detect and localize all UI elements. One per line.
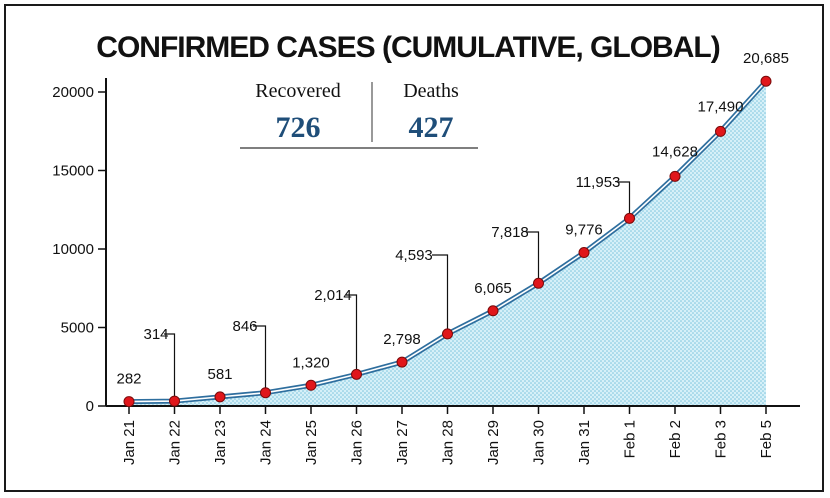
x-tick-label: Jan 31 bbox=[576, 420, 593, 465]
data-label: 2,014 bbox=[314, 287, 352, 304]
data-label: 1,320 bbox=[292, 354, 330, 371]
x-tick-label: Jan 29 bbox=[485, 420, 502, 465]
data-point bbox=[214, 391, 226, 403]
data-label: 14,628 bbox=[652, 143, 698, 160]
data-label: 17,490 bbox=[698, 98, 744, 115]
x-tick-label: Jan 26 bbox=[349, 420, 366, 465]
label-layer: 282 314 581 846 1,320 2,014 2,798 4,593 6,065 7,8… bbox=[116, 50, 788, 387]
x-tick-label: Jan 28 bbox=[440, 420, 457, 465]
x-tick-label: Feb 2 bbox=[667, 420, 684, 458]
data-point bbox=[260, 387, 271, 399]
leader-line bbox=[253, 325, 267, 393]
data-point bbox=[487, 305, 499, 317]
data-label: 314 bbox=[143, 326, 168, 343]
leader-line bbox=[164, 333, 176, 402]
data-point bbox=[351, 368, 362, 380]
y-tick-label: 5000 bbox=[61, 320, 94, 337]
recovered-label: Recovered bbox=[255, 80, 341, 102]
y-tick-label: 15000 bbox=[52, 163, 94, 180]
data-point bbox=[305, 379, 317, 391]
data-point bbox=[169, 395, 180, 407]
data-point bbox=[669, 170, 681, 182]
y-tick-label: 10000 bbox=[52, 241, 94, 258]
y-tick-label: 20000 bbox=[52, 84, 94, 101]
data-label: 581 bbox=[207, 366, 232, 383]
x-tick-label: Jan 24 bbox=[258, 420, 275, 465]
data-point bbox=[578, 247, 590, 259]
x-tick-label: Jan 25 bbox=[303, 420, 320, 465]
leader-line bbox=[346, 294, 358, 375]
x-tick-label: Feb 3 bbox=[713, 420, 730, 458]
data-point bbox=[442, 328, 453, 340]
axis-layer: 0 5000 10000 15000 20000 Jan 21 Jan 22 Jan 23 Ja… bbox=[52, 78, 800, 465]
data-label: 4,593 bbox=[395, 247, 433, 264]
x-tick-label: Jan 22 bbox=[167, 420, 184, 465]
summary-panel: Recovered 726 Deaths 427 bbox=[240, 80, 478, 149]
leader-line bbox=[526, 231, 540, 284]
leader-layer bbox=[164, 181, 631, 402]
data-point bbox=[760, 75, 772, 87]
leader-line bbox=[432, 254, 449, 334]
y-tick-label: 0 bbox=[86, 398, 94, 415]
data-point bbox=[123, 396, 135, 408]
recovered-value: 726 bbox=[276, 111, 321, 144]
leader-line bbox=[617, 181, 631, 219]
data-label: 282 bbox=[116, 371, 141, 388]
data-point bbox=[533, 277, 544, 289]
deaths-value: 427 bbox=[409, 111, 454, 144]
x-tick-label: Jan 21 bbox=[121, 420, 138, 465]
x-tick-label: Feb 5 bbox=[758, 420, 775, 458]
x-tick-label: Jan 23 bbox=[212, 420, 229, 465]
data-label: 11,953 bbox=[576, 174, 621, 191]
chart-title: CONFIRMED CASES (CUMULATIVE, GLOBAL) bbox=[96, 31, 719, 64]
data-point bbox=[715, 125, 726, 137]
x-tick-label: Jan 27 bbox=[394, 420, 411, 465]
x-tick-label: Jan 30 bbox=[531, 420, 548, 465]
area-fill bbox=[129, 81, 766, 407]
x-tick-label: Feb 1 bbox=[622, 420, 639, 458]
point-layer bbox=[123, 75, 772, 408]
data-label: 6,065 bbox=[474, 280, 512, 297]
data-label: 846 bbox=[232, 318, 257, 335]
data-point bbox=[624, 212, 635, 224]
data-label: 7,818 bbox=[491, 224, 529, 241]
data-label: 2,798 bbox=[383, 331, 421, 348]
data-point bbox=[396, 356, 408, 368]
data-label: 20,685 bbox=[743, 50, 789, 67]
data-label: 9,776 bbox=[565, 222, 603, 239]
area-layer bbox=[129, 81, 766, 407]
deaths-label: Deaths bbox=[403, 80, 459, 102]
